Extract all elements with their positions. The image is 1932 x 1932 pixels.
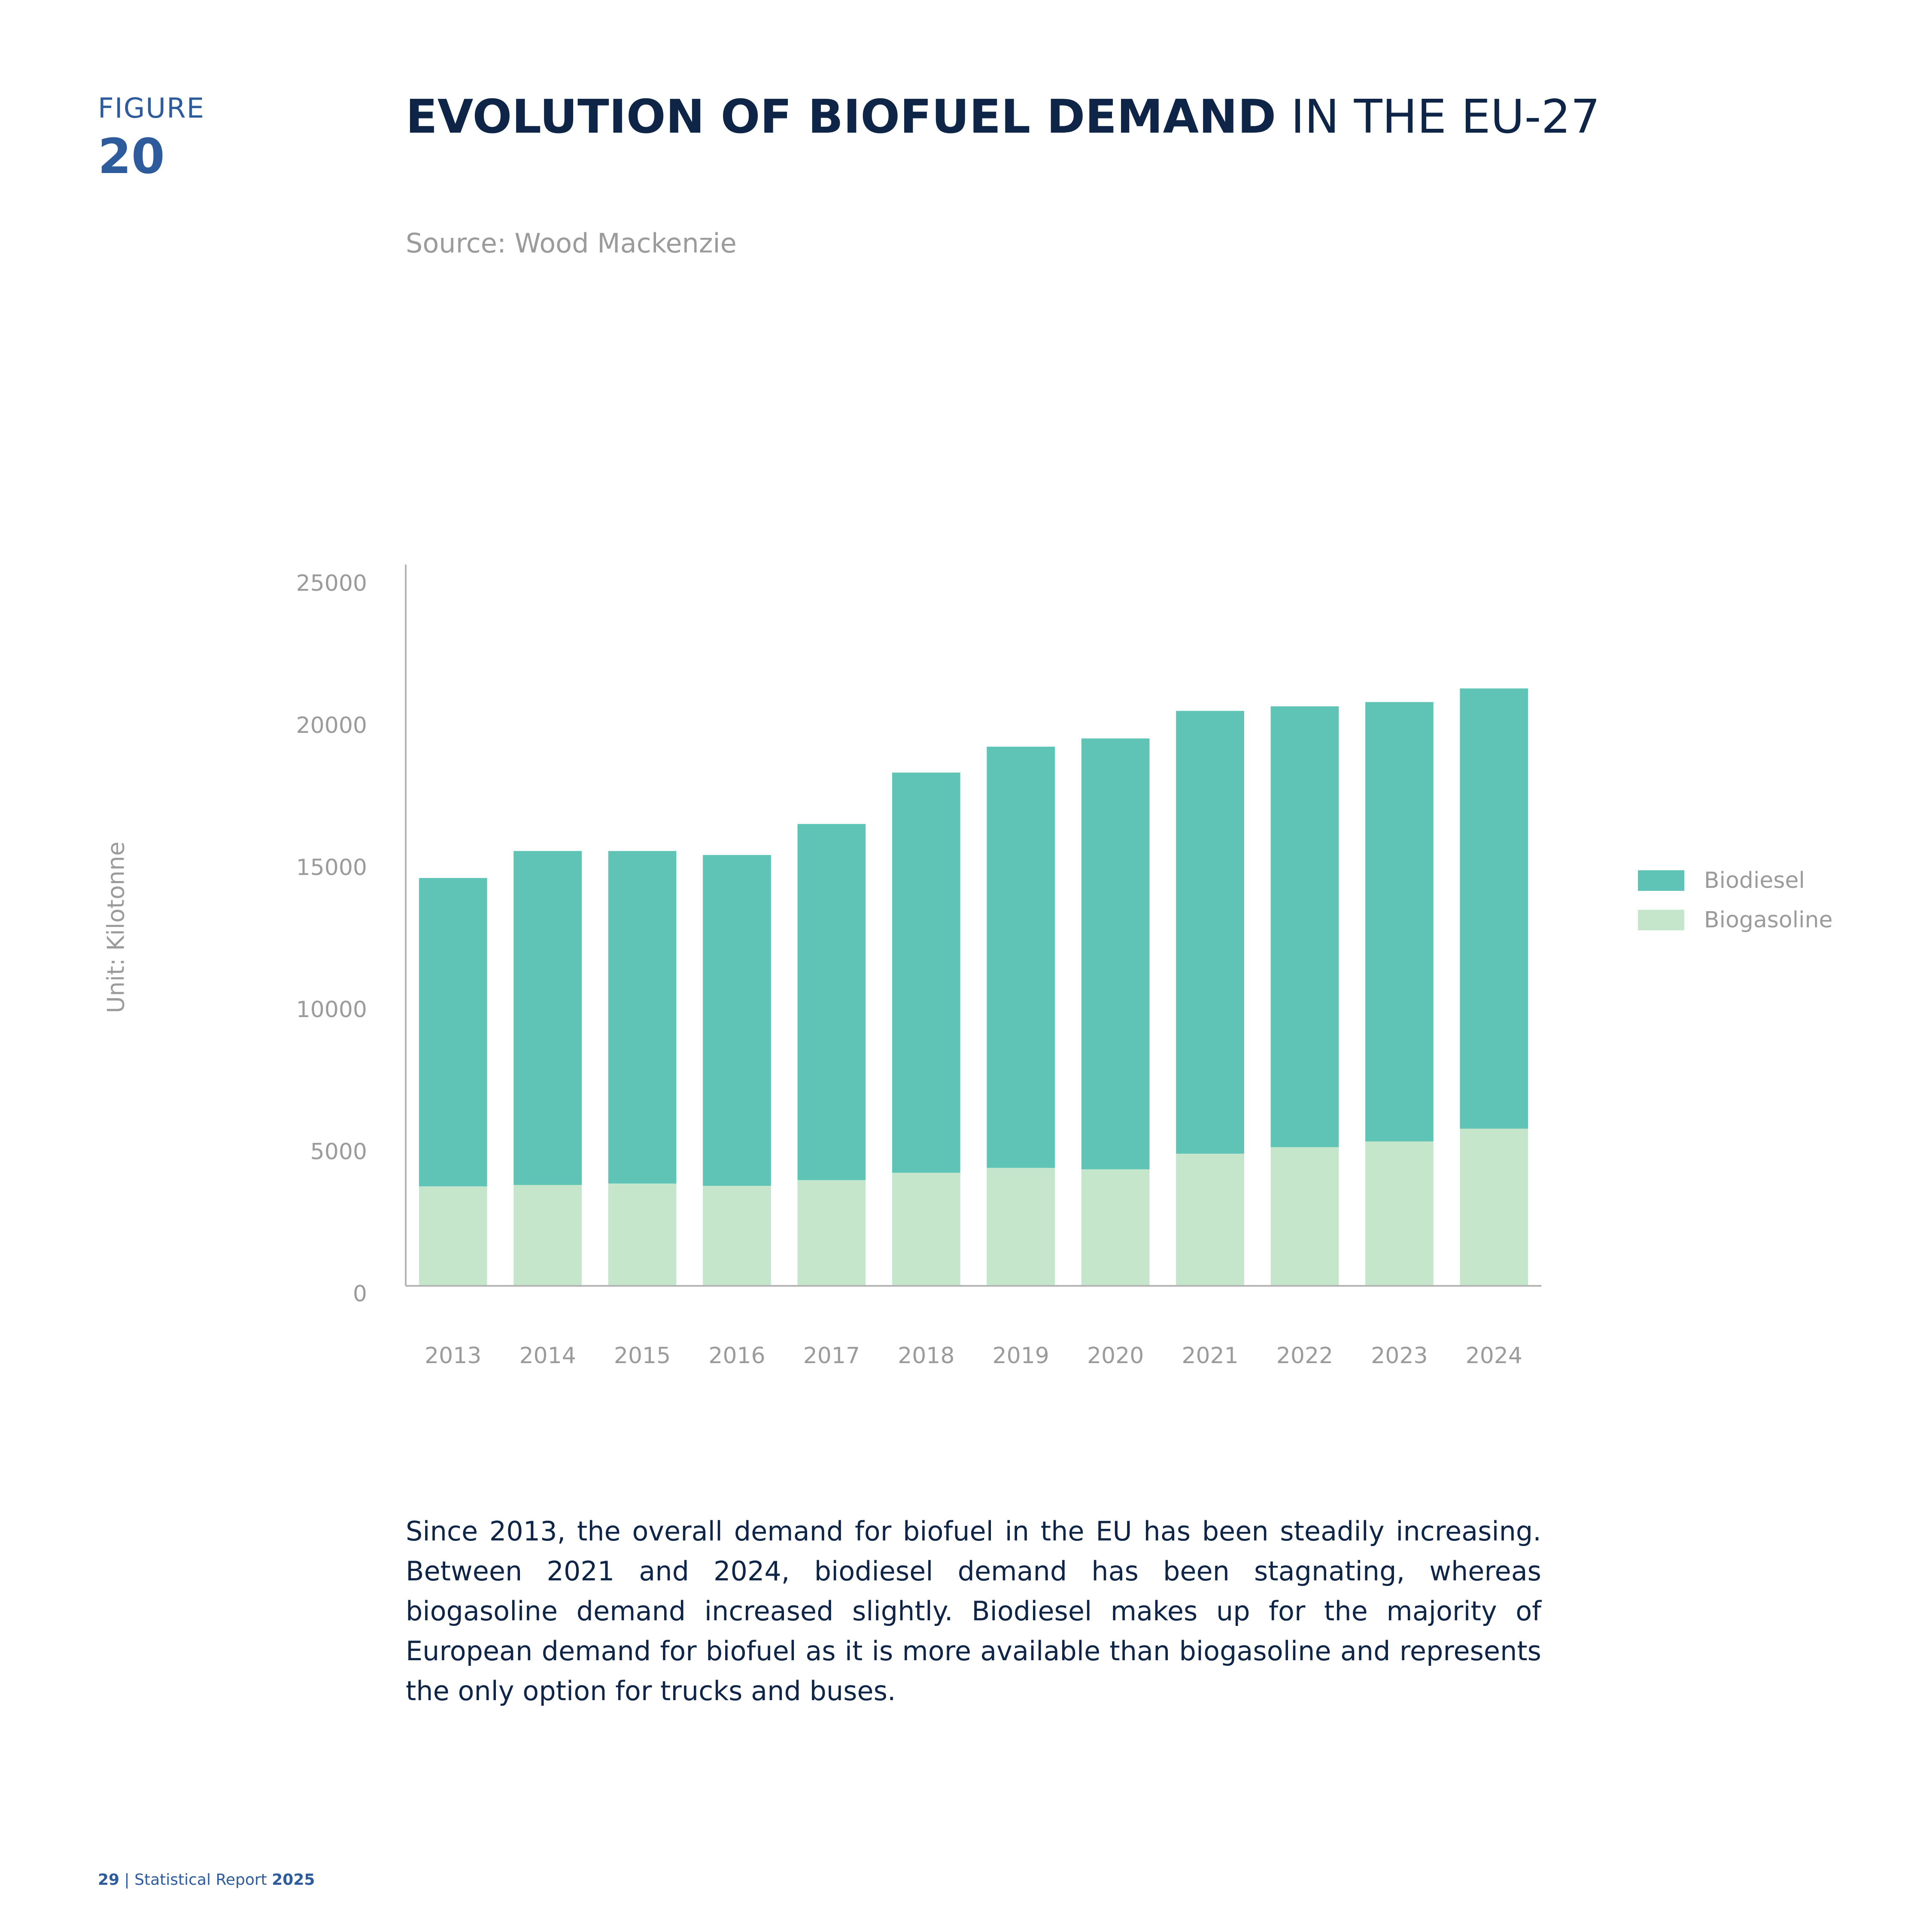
bar-biogasoline-2020	[1081, 1169, 1150, 1286]
y-tick-label-5000: 5000	[310, 1139, 367, 1165]
x-tick-label-2014: 2014	[519, 1343, 576, 1369]
x-tick-label-2016: 2016	[708, 1343, 765, 1369]
bar-biodiesel-2018	[892, 772, 960, 1173]
legend-swatch-biodiesel	[1638, 870, 1684, 891]
bar-biogasoline-2019	[987, 1168, 1055, 1286]
x-tick-label-2020: 2020	[1087, 1343, 1144, 1369]
y-tick-label-25000: 25000	[296, 571, 367, 596]
x-tick-label-2024: 2024	[1466, 1343, 1522, 1369]
bar-biodiesel-2013	[419, 878, 487, 1187]
bar-biodiesel-2022	[1270, 706, 1339, 1147]
legend-item-biogasoline: Biogasoline	[1638, 900, 1833, 940]
page-number: 29	[98, 1871, 120, 1889]
bar-biogasoline-2014	[513, 1185, 582, 1286]
legend-label-biodiesel: Biodiesel	[1704, 868, 1805, 893]
bar-biodiesel-2021	[1176, 711, 1244, 1154]
x-tick-label-2022: 2022	[1276, 1343, 1333, 1369]
footer-separator: |	[119, 1871, 135, 1889]
legend-item-biodiesel: Biodiesel	[1638, 861, 1833, 900]
bar-biogasoline-2022	[1270, 1147, 1339, 1286]
bar-biodiesel-2019	[987, 747, 1055, 1168]
bar-biodiesel-2017	[797, 824, 866, 1180]
x-tick-label-2021: 2021	[1182, 1343, 1238, 1369]
body-paragraph: Since 2013, the overall demand for biofu…	[406, 1516, 1541, 1707]
bars-layer	[419, 688, 1528, 1286]
bar-biogasoline-2016	[703, 1185, 771, 1286]
title-rest: IN THE EU-27	[1276, 90, 1601, 144]
figure-number: 20	[98, 129, 165, 185]
bar-biogasoline-2013	[419, 1186, 487, 1286]
report-year: 2025	[272, 1871, 315, 1889]
legend: Biodiesel Biogasoline	[1638, 861, 1833, 940]
bar-biodiesel-2024	[1460, 688, 1528, 1129]
bar-biogasoline-2021	[1176, 1154, 1244, 1286]
x-tick-label-2023: 2023	[1371, 1343, 1428, 1369]
bar-biodiesel-2016	[703, 855, 771, 1186]
bar-biodiesel-2023	[1365, 702, 1434, 1142]
figure-label: FIGURE	[98, 93, 205, 125]
x-tick-label-2019: 2019	[993, 1343, 1049, 1369]
bar-biogasoline-2023	[1365, 1141, 1434, 1286]
title-bold: EVOLUTION OF BIOFUEL DEMAND	[406, 90, 1276, 144]
y-tick-label-10000: 10000	[296, 997, 367, 1023]
bar-biogasoline-2015	[608, 1183, 677, 1286]
x-tick-label-2018: 2018	[898, 1343, 954, 1369]
bar-biogasoline-2017	[797, 1180, 866, 1286]
y-tick-label-15000: 15000	[296, 855, 367, 881]
x-tick-label-2017: 2017	[803, 1343, 860, 1369]
bar-biodiesel-2020	[1081, 738, 1150, 1170]
report-name: Statistical Report	[134, 1871, 272, 1889]
legend-label-biogasoline: Biogasoline	[1704, 907, 1833, 933]
bar-biogasoline-2024	[1460, 1128, 1528, 1286]
y-tick-label-20000: 20000	[296, 713, 367, 738]
bar-biodiesel-2015	[608, 851, 677, 1184]
x-tick-label-2013: 2013	[425, 1343, 481, 1369]
x-tick-label-2015: 2015	[614, 1343, 671, 1369]
legend-swatch-biogasoline	[1638, 910, 1684, 930]
source-note: Source: Wood Mackenzie	[406, 228, 737, 259]
page-footer: 29 | Statistical Report 2025	[98, 1871, 315, 1889]
bar-biogasoline-2018	[892, 1173, 960, 1286]
tick-labels-layer: 2013 2014 2015 2016 2017 2018 2019 2020 2021 2022…	[296, 571, 1522, 1369]
chart-title: EVOLUTION OF BIOFUEL DEMAND IN THE EU-27	[406, 90, 1600, 144]
bar-biodiesel-2014	[513, 851, 582, 1185]
y-tick-label-0: 0	[353, 1281, 367, 1307]
axes-layer	[405, 565, 1541, 1287]
